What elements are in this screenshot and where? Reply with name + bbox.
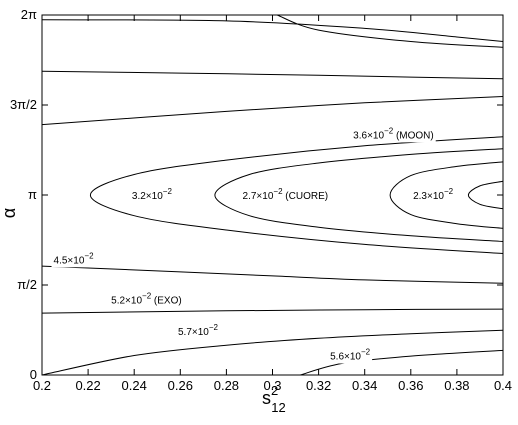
contour-line-12 [300,349,504,376]
contour-line-1 [41,19,504,42]
y-axis-label: α [0,208,19,218]
y-tick-label: 3π/2 [10,97,37,112]
x-axis-label: s2 12 [262,383,286,415]
contour-label-7: 5.7×10−2 [178,323,219,338]
contour-line-5 [89,136,504,254]
contour-line-8 [467,180,504,210]
contour-label-4: 2.3×10−2 [413,187,454,202]
contour-label-8: 5.6×10−2 [330,348,371,363]
x-tick-label: 0.2 [33,378,51,393]
x-axis: 0.2 0.22 0.24 0.26 0.28 0.3 0.32 0.34 0.36 0.38 0.… [33,15,512,393]
contour-line-9 [41,265,504,284]
contour-label-6: 5.2×10−2 (EXO) [111,291,182,306]
contour-label-background [411,188,456,204]
x-tick-label: 0.3 [263,378,281,393]
contour-line-10 [41,308,504,314]
contour-label-background [129,188,174,204]
y-tick-label: π/2 [17,277,37,292]
y-axis: 0 π/2 π 3π/2 2π [10,7,503,382]
x-tick-label: 0.38 [444,378,469,393]
contour-label-background [175,323,220,339]
contour-line-6 [214,148,504,242]
contour-label-2: 3.2×10−2 [132,187,173,202]
contour-label-3: 2.7×10−2 (CUORE) [243,187,329,202]
contour-label-background [240,188,331,204]
contour-label-background [51,252,96,268]
contour-label-background [351,127,436,143]
contour-line-7 [389,161,504,229]
contour-lines [41,14,504,376]
contour-label-background [328,348,373,364]
x-tick-label: 0.26 [168,378,193,393]
y-tick-label: π [28,187,37,202]
contour-line-3 [41,70,504,80]
contour-label-5: 4.5×10−2 [54,251,95,266]
x-tick-label: 0.22 [75,378,100,393]
x-tick-label: 0.34 [352,378,377,393]
x-tick-label: 0.36 [398,378,423,393]
contour-label-1: 3.6×10−2 (MOON) [353,126,434,141]
y-tick-label: 0 [30,367,37,382]
x-tick-label: 0.28 [214,378,239,393]
contour-label-background [109,292,184,308]
x-tick-label: 0.32 [306,378,331,393]
y-tick-label: 2π [21,7,37,22]
contour-line-4 [41,96,504,126]
contour-line-11 [41,329,504,376]
contour-line-2 [276,14,504,48]
x-tick-label: 0.24 [122,378,147,393]
x-tick-label: 0.4 [494,378,512,393]
contour-labels: 3.6×10−2 (MOON) 3.2×10−2 2.7×10−2 (CUORE) 2… [51,126,456,364]
